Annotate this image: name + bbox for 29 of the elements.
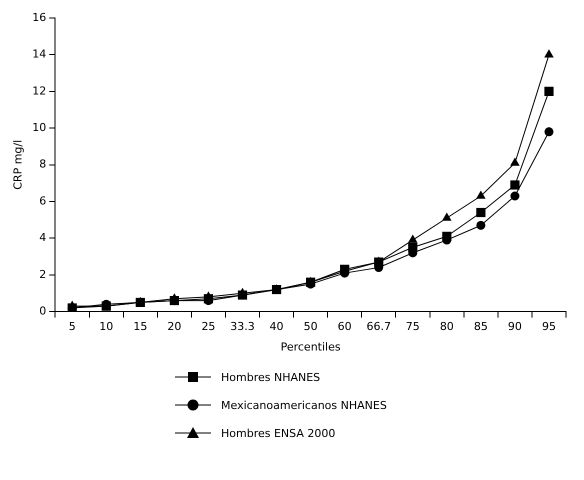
- y-tick-label: 0: [39, 304, 46, 318]
- x-tick-label: 90: [508, 320, 522, 334]
- y-tick-label: 4: [39, 231, 46, 244]
- x-tick-label: 10: [99, 320, 114, 334]
- x-tick-label: 40: [270, 320, 284, 334]
- y-tick-label: 16: [32, 10, 46, 24]
- y-tick-label: 12: [32, 84, 46, 98]
- x-tick-label: 25: [201, 320, 216, 334]
- legend-label: Hombres NHANES: [221, 370, 320, 384]
- y-tick-label: 10: [32, 120, 46, 134]
- x-tick-label: 15: [133, 320, 148, 334]
- x-tick-label: 60: [338, 320, 352, 334]
- legend-label: Mexicanoamericanos NHANES: [221, 398, 387, 412]
- legend-label: Hombres ENSA 2000: [221, 426, 336, 440]
- y-axis-title: CRP mg/l: [11, 140, 24, 190]
- x-tick-label: 20: [167, 320, 182, 334]
- x-tick-label: 95: [542, 320, 556, 334]
- x-tick-label: 80: [440, 320, 454, 334]
- x-axis-title: Percentiles: [280, 340, 341, 354]
- x-tick-label: 50: [304, 320, 318, 334]
- y-tick-label: 6: [39, 194, 46, 208]
- y-tick-label: 8: [39, 158, 46, 171]
- y-tick-label: 2: [39, 268, 46, 281]
- x-tick-label: 33.3: [230, 320, 255, 334]
- y-tick-label: 14: [32, 48, 46, 61]
- x-tick-label: 5: [68, 320, 76, 334]
- x-tick-label: 85: [474, 320, 488, 334]
- x-tick-label: 66.7: [366, 320, 391, 334]
- x-tick-label: 75: [406, 320, 420, 334]
